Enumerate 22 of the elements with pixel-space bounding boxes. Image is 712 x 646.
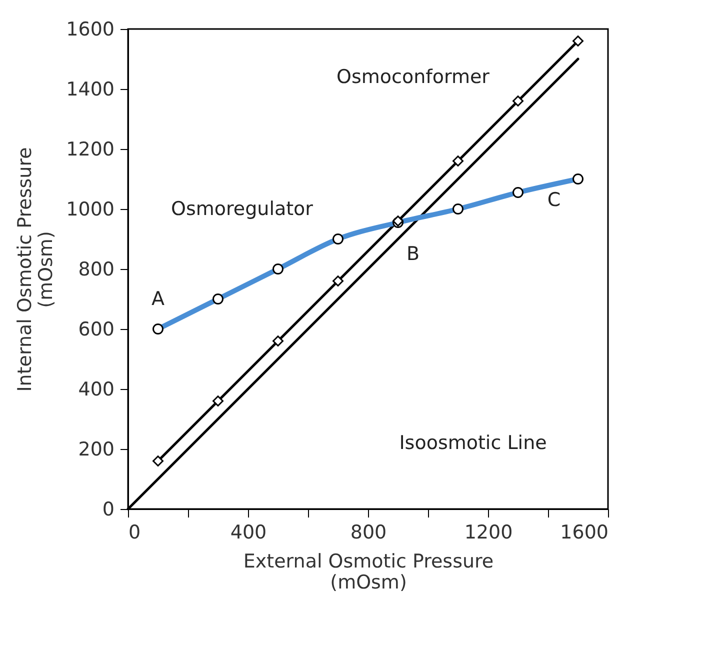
- x-tick-label: 0: [128, 522, 141, 544]
- y-tick-label: 0: [102, 498, 114, 520]
- x-tick-label: 800: [350, 522, 387, 544]
- annotation: Isoosmotic Line: [399, 432, 547, 454]
- y-tick-label: 600: [78, 318, 114, 340]
- annotation: A: [152, 288, 164, 310]
- y-tick-label: 1600: [66, 18, 114, 40]
- x-tick-label: 1200: [464, 522, 513, 544]
- annotation: B: [406, 243, 420, 265]
- y-tick-label: 1400: [66, 78, 114, 100]
- y-tick-label: 400: [78, 378, 114, 400]
- y-tick-label: 1200: [66, 138, 114, 160]
- y-tick-label: 200: [78, 438, 114, 460]
- y-tick-label: 1000: [66, 198, 114, 220]
- x-tick-label: 1600: [560, 522, 608, 544]
- annotation: Osmoconformer: [336, 66, 490, 88]
- x-tick-label: 400: [230, 522, 267, 544]
- annotation: C: [547, 189, 561, 211]
- annotation: Osmoregulator: [171, 198, 314, 220]
- x-axis-title: External Osmotic Pressure (mOsm): [243, 550, 494, 594]
- y-tick-label: 800: [78, 258, 114, 280]
- y-axis-title: Internal Osmotic Pressure (mOsm): [14, 147, 58, 392]
